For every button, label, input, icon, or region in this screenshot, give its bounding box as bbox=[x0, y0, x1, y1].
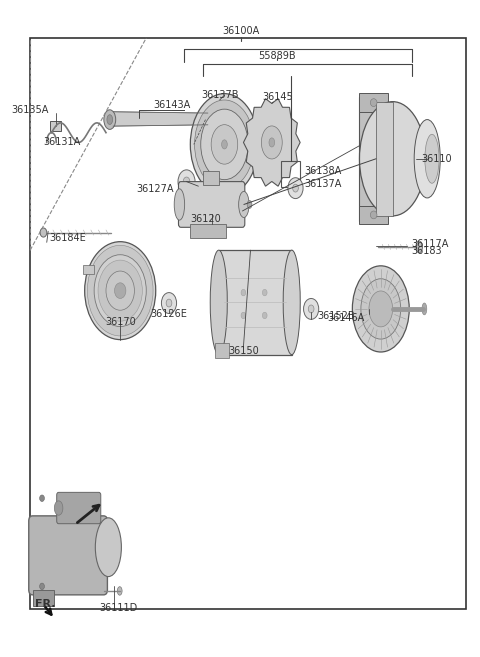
Ellipse shape bbox=[40, 228, 47, 237]
Ellipse shape bbox=[269, 138, 275, 147]
Text: 36183: 36183 bbox=[411, 246, 442, 256]
Polygon shape bbox=[50, 121, 61, 131]
Ellipse shape bbox=[54, 501, 63, 515]
Text: 36152B: 36152B bbox=[317, 311, 354, 321]
Ellipse shape bbox=[107, 115, 113, 124]
Text: 36111D: 36111D bbox=[100, 603, 138, 613]
Ellipse shape bbox=[191, 94, 259, 195]
Ellipse shape bbox=[360, 102, 426, 216]
Ellipse shape bbox=[361, 279, 401, 339]
Ellipse shape bbox=[40, 583, 44, 589]
Ellipse shape bbox=[293, 184, 299, 192]
Text: 36117A: 36117A bbox=[411, 238, 449, 248]
Ellipse shape bbox=[98, 260, 143, 321]
Text: 36170: 36170 bbox=[105, 317, 135, 327]
Text: 36143A: 36143A bbox=[154, 101, 191, 110]
Text: FR.: FR. bbox=[35, 599, 55, 609]
Ellipse shape bbox=[201, 109, 248, 179]
Text: 36127A: 36127A bbox=[136, 184, 174, 194]
Polygon shape bbox=[360, 97, 376, 221]
Ellipse shape bbox=[425, 134, 439, 183]
Ellipse shape bbox=[84, 242, 156, 340]
Ellipse shape bbox=[174, 189, 185, 220]
Ellipse shape bbox=[117, 587, 122, 595]
Ellipse shape bbox=[262, 126, 282, 159]
Polygon shape bbox=[219, 250, 292, 355]
Polygon shape bbox=[33, 589, 54, 606]
Ellipse shape bbox=[194, 100, 254, 189]
Text: 36184E: 36184E bbox=[49, 233, 86, 243]
Polygon shape bbox=[191, 224, 226, 238]
Ellipse shape bbox=[303, 298, 319, 319]
Text: 36100A: 36100A bbox=[222, 26, 260, 36]
Ellipse shape bbox=[239, 191, 249, 217]
Ellipse shape bbox=[263, 289, 267, 296]
Ellipse shape bbox=[211, 125, 238, 164]
Ellipse shape bbox=[371, 99, 377, 106]
Ellipse shape bbox=[202, 113, 209, 126]
Polygon shape bbox=[203, 171, 219, 185]
Ellipse shape bbox=[288, 177, 303, 198]
Ellipse shape bbox=[422, 303, 427, 315]
Ellipse shape bbox=[183, 177, 190, 186]
Text: 36137A: 36137A bbox=[304, 179, 342, 189]
Text: 36131A: 36131A bbox=[44, 137, 81, 147]
FancyBboxPatch shape bbox=[179, 181, 245, 227]
Ellipse shape bbox=[247, 200, 252, 208]
Ellipse shape bbox=[222, 140, 227, 149]
Ellipse shape bbox=[371, 211, 377, 219]
Ellipse shape bbox=[40, 495, 44, 501]
Ellipse shape bbox=[414, 120, 440, 198]
Ellipse shape bbox=[283, 250, 300, 355]
Ellipse shape bbox=[106, 271, 134, 310]
Polygon shape bbox=[83, 265, 94, 275]
Ellipse shape bbox=[115, 283, 126, 298]
Text: 36110: 36110 bbox=[421, 154, 452, 164]
Ellipse shape bbox=[161, 292, 177, 313]
Ellipse shape bbox=[166, 299, 172, 307]
Text: 55889B: 55889B bbox=[258, 51, 295, 60]
Polygon shape bbox=[215, 343, 229, 358]
Text: 36145: 36145 bbox=[263, 93, 293, 102]
FancyBboxPatch shape bbox=[29, 516, 108, 595]
Ellipse shape bbox=[104, 110, 116, 129]
Polygon shape bbox=[243, 99, 300, 186]
Polygon shape bbox=[113, 112, 208, 126]
Text: 36138A: 36138A bbox=[304, 166, 342, 175]
Ellipse shape bbox=[87, 245, 153, 336]
Polygon shape bbox=[360, 206, 388, 224]
Ellipse shape bbox=[369, 291, 393, 327]
Ellipse shape bbox=[308, 305, 314, 313]
Text: 36120: 36120 bbox=[190, 214, 221, 224]
Text: 36126E: 36126E bbox=[151, 309, 187, 319]
Ellipse shape bbox=[94, 255, 146, 327]
Text: 36150: 36150 bbox=[228, 346, 259, 356]
FancyBboxPatch shape bbox=[57, 492, 101, 524]
Ellipse shape bbox=[96, 518, 121, 577]
Text: 36137B: 36137B bbox=[201, 91, 239, 101]
Ellipse shape bbox=[263, 312, 267, 319]
Ellipse shape bbox=[352, 266, 409, 352]
Ellipse shape bbox=[241, 289, 246, 296]
Ellipse shape bbox=[210, 250, 227, 355]
Ellipse shape bbox=[416, 241, 422, 253]
Polygon shape bbox=[360, 93, 388, 112]
Polygon shape bbox=[376, 102, 393, 215]
Text: 36146A: 36146A bbox=[327, 313, 364, 323]
Ellipse shape bbox=[241, 312, 246, 319]
Ellipse shape bbox=[178, 170, 195, 193]
Text: 36135A: 36135A bbox=[12, 106, 49, 116]
